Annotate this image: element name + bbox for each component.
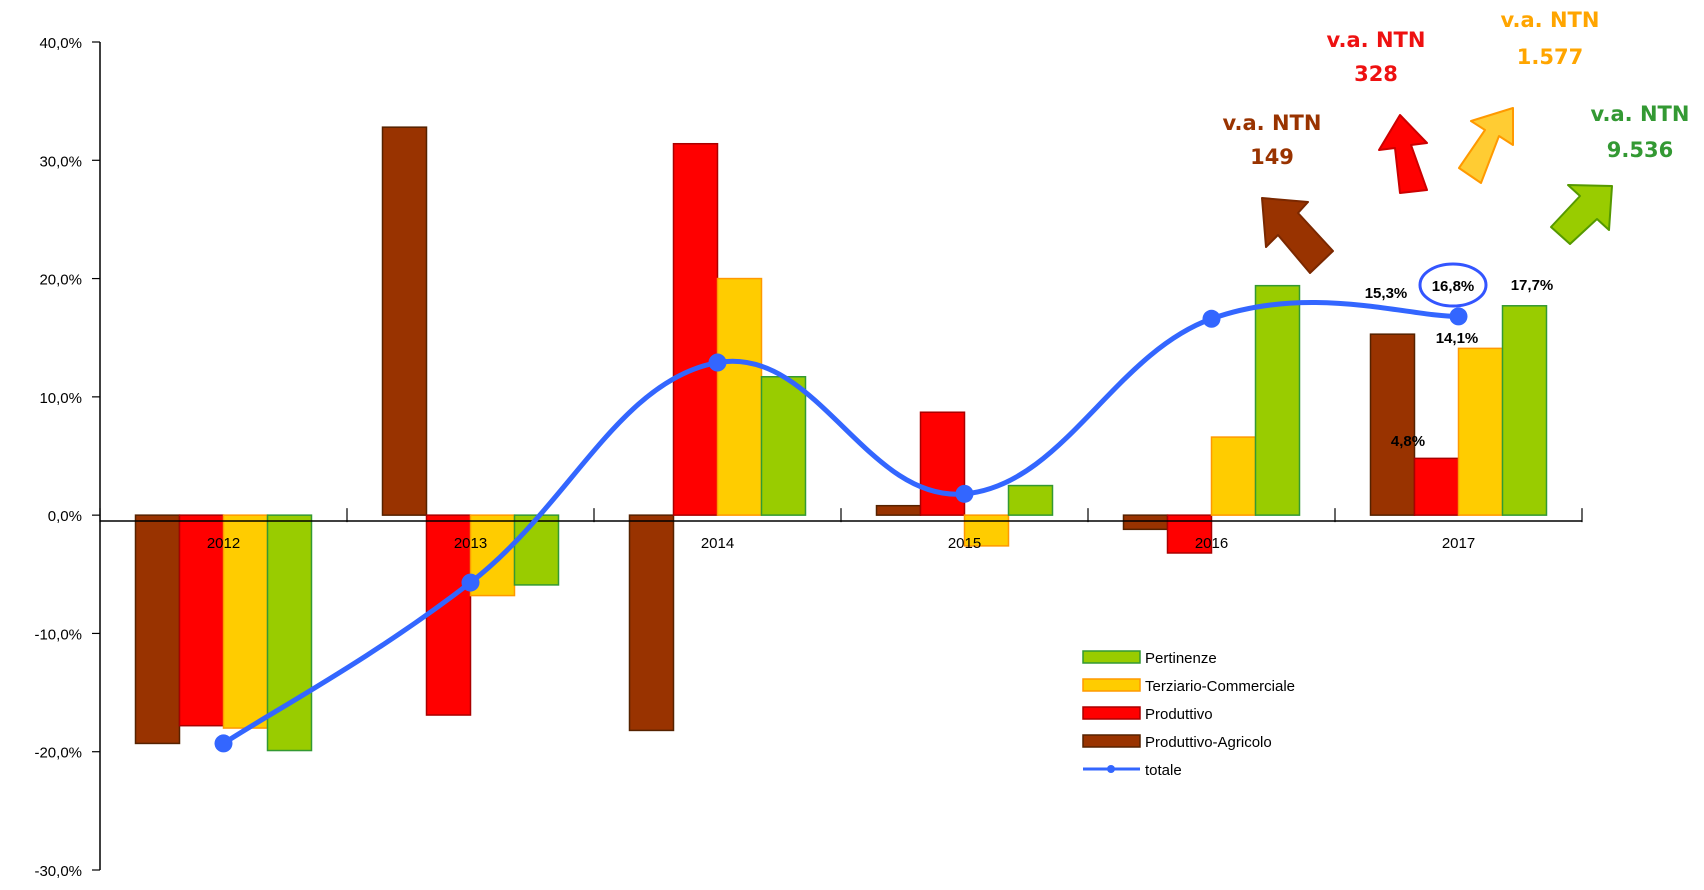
bar-pertinenze-2014 bbox=[760, 375, 807, 516]
y-tick-label: -10,0% bbox=[34, 626, 82, 643]
arrows bbox=[1261, 107, 1613, 274]
legend-marker-totale bbox=[1107, 765, 1115, 773]
bar-terziario-commerciale-2014 bbox=[716, 277, 763, 516]
legend-swatch-agricolo bbox=[1082, 734, 1141, 748]
annotation-agricolo-value: 149 bbox=[1250, 145, 1294, 169]
data-label-totale-2017: 16,8% bbox=[1432, 278, 1475, 295]
point-totale-2013 bbox=[461, 573, 480, 592]
legend-label-terziario: Terziario-Commerciale bbox=[1145, 678, 1295, 695]
x-tick-label: 2012 bbox=[207, 535, 240, 552]
point-totale-2015 bbox=[955, 484, 974, 503]
x-tick-label: 2015 bbox=[948, 535, 981, 552]
data-label-produttivo-2017: 4,8% bbox=[1391, 433, 1425, 450]
point-totale-2014 bbox=[708, 353, 727, 372]
y-tick-label: -30,0% bbox=[34, 863, 82, 880]
annotation-pertinenze-title: v.a. NTN bbox=[1591, 102, 1690, 126]
legend-label-produttivo: Produttivo bbox=[1145, 706, 1213, 723]
x-tick-label: 2017 bbox=[1442, 535, 1475, 552]
axes-layer bbox=[99, 42, 1582, 870]
legend-label-totale: totale bbox=[1145, 762, 1182, 779]
bar-pertinenze-2016 bbox=[1254, 284, 1301, 516]
legend-label-agricolo: Produttivo-Agricolo bbox=[1145, 734, 1272, 751]
arrow-pertinenze-icon bbox=[1550, 184, 1613, 245]
arrow-produttivo-icon bbox=[1378, 114, 1428, 194]
y-tick-label: 10,0% bbox=[39, 390, 82, 407]
highlight-circle bbox=[1418, 262, 1488, 308]
bar-produttivo-2017 bbox=[1413, 457, 1460, 516]
annotation-produttivo-value: 328 bbox=[1354, 62, 1398, 86]
bars-layer bbox=[134, 126, 1548, 752]
y-tick-label: -20,0% bbox=[34, 745, 82, 762]
bar-produttivo-agricolo-2013 bbox=[381, 126, 428, 516]
bar-produttivo-agricolo-2014 bbox=[628, 514, 675, 732]
bar-produttivo-2013 bbox=[425, 514, 472, 716]
data-labels: 15,3% 16,8% 17,7% 14,1% 4,8% bbox=[1365, 262, 1554, 450]
bar-pertinenze-2017 bbox=[1501, 305, 1548, 516]
x-tick-label: 2014 bbox=[701, 535, 734, 552]
annotation-agricolo-title: v.a. NTN bbox=[1223, 111, 1322, 135]
bar-terziario-commerciale-2017 bbox=[1457, 347, 1504, 516]
legend: Pertinenze Terziario-Commerciale Produtt… bbox=[1082, 650, 1295, 779]
bar-pertinenze-2015 bbox=[1007, 484, 1054, 516]
annotation-pertinenze-value: 9.536 bbox=[1607, 138, 1673, 162]
bar-pertinenze-2013 bbox=[513, 514, 560, 586]
annotation-produttivo-title: v.a. NTN bbox=[1327, 28, 1426, 52]
bar-produttivo-agricolo-2012 bbox=[134, 514, 181, 745]
totale-line-layer bbox=[214, 299, 1468, 753]
legend-swatch-produttivo bbox=[1082, 706, 1141, 720]
bar-produttivo-agricolo-2016 bbox=[1122, 514, 1169, 531]
series-line-totale bbox=[221, 299, 1461, 746]
data-label-pertinenze-2017: 17,7% bbox=[1511, 277, 1554, 294]
data-label-terziario-2017: 14,1% bbox=[1436, 330, 1479, 347]
y-tick-label: 40,0% bbox=[39, 35, 82, 52]
arrow-agricolo-icon bbox=[1261, 197, 1334, 274]
legend-swatch-pertinenze bbox=[1082, 650, 1141, 664]
x-tick-label: 2016 bbox=[1195, 535, 1228, 552]
y-tick-labels: 40,0% 30,0% 20,0% 10,0% 0,0% -10,0% -20,0% -30,… bbox=[34, 35, 100, 880]
bar-produttivo-2012 bbox=[178, 514, 225, 727]
bar-terziario-commerciale-2016 bbox=[1210, 436, 1257, 516]
legend-swatch-terziario bbox=[1082, 678, 1141, 692]
y-tick-label: 0,0% bbox=[48, 508, 82, 525]
x-tick-labels: 2012 2013 2014 2015 2016 2017 bbox=[99, 508, 1583, 552]
y-tick-label: 30,0% bbox=[39, 153, 82, 170]
annotation-terziario-title: v.a. NTN bbox=[1501, 8, 1600, 32]
point-totale-2016 bbox=[1202, 309, 1221, 328]
legend-label-pertinenze: Pertinenze bbox=[1145, 650, 1217, 667]
bar-produttivo-agricolo-2015 bbox=[875, 504, 922, 516]
x-tick-label: 2013 bbox=[454, 535, 487, 552]
data-label-agricolo-2017: 15,3% bbox=[1365, 285, 1408, 302]
bar-produttivo-2014 bbox=[672, 142, 719, 516]
arrow-terziario-icon bbox=[1458, 107, 1514, 184]
y-tick-label: 20,0% bbox=[39, 272, 82, 289]
bar-produttivo-agricolo-2017 bbox=[1369, 333, 1416, 516]
annotation-terziario-value: 1.577 bbox=[1517, 45, 1583, 69]
point-totale-2017 bbox=[1449, 307, 1468, 326]
point-totale-2012 bbox=[214, 734, 233, 753]
annotations: v.a. NTN 149 v.a. NTN 328 v.a. NTN 1.577… bbox=[1223, 8, 1690, 169]
